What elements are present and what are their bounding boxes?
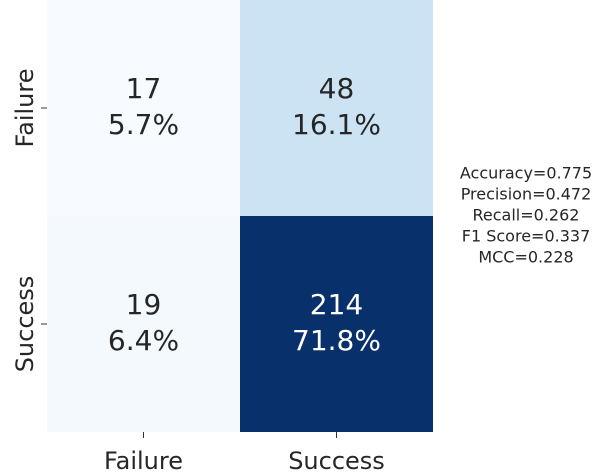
metric: F1 Score=0.337 — [462, 227, 591, 246]
cell — [240, 216, 433, 432]
y-tick-label: Failure — [11, 69, 39, 148]
metric: Recall=0.262 — [473, 206, 580, 225]
metric: Precision=0.472 — [461, 185, 592, 204]
cell-percent: 71.8% — [292, 324, 381, 357]
cell-count: 17 — [126, 72, 162, 105]
metric: MCC=0.228 — [478, 248, 573, 267]
cell-percent: 5.7% — [108, 108, 179, 141]
metric: Accuracy=0.775 — [460, 164, 592, 183]
cell — [240, 0, 433, 216]
y-tick-label: Success — [11, 276, 39, 373]
cell-count: 19 — [126, 288, 162, 321]
cell-count: 214 — [310, 288, 363, 321]
x-tick-label: Failure — [104, 447, 183, 473]
cell — [47, 216, 240, 432]
cell-count: 48 — [319, 72, 355, 105]
x-tick-label: Success — [288, 447, 385, 473]
cell-percent: 6.4% — [108, 324, 179, 357]
cell — [47, 0, 240, 216]
cell-percent: 16.1% — [292, 108, 381, 141]
